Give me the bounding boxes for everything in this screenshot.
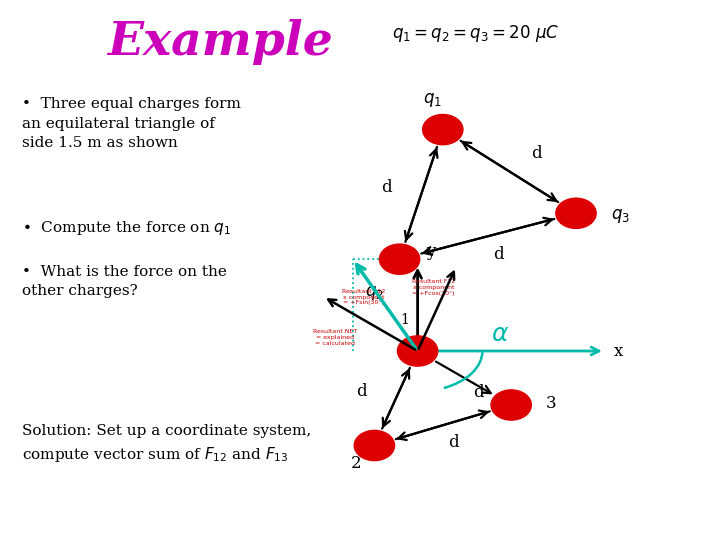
Text: d: d — [493, 246, 504, 263]
Text: $q_1= q_2= q_3= 20 \ \mu C$: $q_1= q_2= q_3= 20 \ \mu C$ — [392, 23, 559, 44]
Text: d: d — [531, 145, 542, 162]
Text: x: x — [613, 342, 623, 360]
Text: Example: Example — [107, 19, 333, 65]
Text: $q_3$: $q_3$ — [611, 207, 629, 225]
Text: Resultant F12
x component
= +Fcos(30°): Resultant F12 x component = +Fcos(30°) — [412, 279, 455, 295]
Text: d: d — [356, 382, 366, 400]
Text: Resultant F12
x component
= +Fsin(30°): Resultant F12 x component = +Fsin(30°) — [342, 289, 385, 305]
Text: d: d — [382, 179, 392, 195]
Text: •  Compute the force on $q_1$: • Compute the force on $q_1$ — [22, 219, 231, 237]
Text: d: d — [449, 434, 459, 451]
Text: •  Three equal charges form
an equilateral triangle of
side 1.5 m as shown: • Three equal charges form an equilatera… — [22, 97, 240, 150]
Text: •  What is the force on the
other charges?: • What is the force on the other charges… — [22, 265, 227, 298]
Text: $q_1$: $q_1$ — [423, 91, 441, 109]
Text: y: y — [426, 244, 436, 260]
Circle shape — [379, 244, 420, 274]
Text: Solution: Set up a coordinate system,
compute vector sum of $F_{12}$ and $F_{13}: Solution: Set up a coordinate system, co… — [22, 424, 311, 464]
Text: 1: 1 — [400, 313, 409, 327]
Text: 2: 2 — [351, 455, 361, 472]
Circle shape — [397, 336, 438, 366]
Circle shape — [556, 198, 596, 228]
Circle shape — [423, 114, 463, 145]
Text: 3: 3 — [546, 395, 557, 413]
Text: $q_2$: $q_2$ — [365, 284, 384, 301]
Text: d: d — [474, 384, 484, 401]
Circle shape — [354, 430, 395, 461]
Circle shape — [491, 390, 531, 420]
Text: Resultant NET
= explained
= calculated: Resultant NET = explained = calculated — [312, 329, 357, 346]
Text: $\alpha$: $\alpha$ — [491, 323, 510, 346]
